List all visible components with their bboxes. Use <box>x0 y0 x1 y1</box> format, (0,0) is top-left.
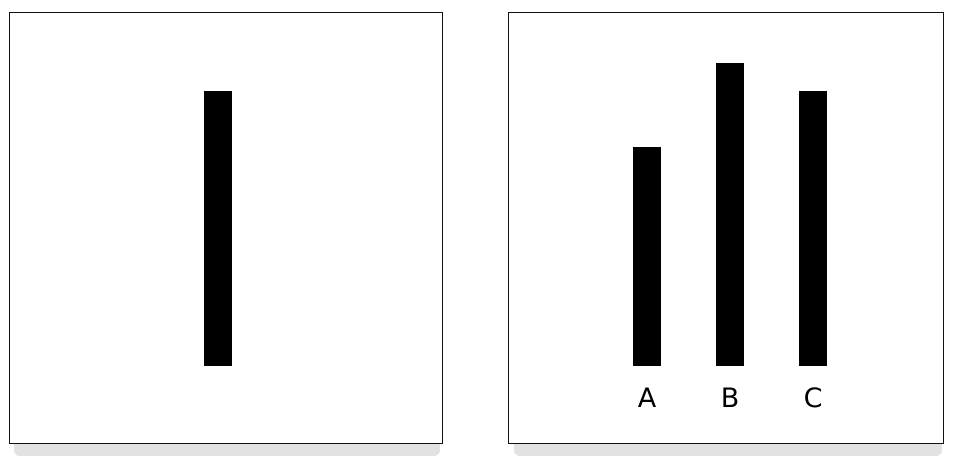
comparison-bar-b <box>716 63 744 366</box>
comparison-panel: A B C <box>508 12 944 444</box>
comparison-bar-c <box>799 91 827 366</box>
bar-label-c: C <box>803 383 823 414</box>
reference-bar <box>204 91 232 366</box>
reference-panel <box>9 12 443 444</box>
bar-label-b: B <box>720 383 740 414</box>
comparison-bar-a <box>633 147 661 366</box>
bar-label-a: A <box>637 383 657 414</box>
